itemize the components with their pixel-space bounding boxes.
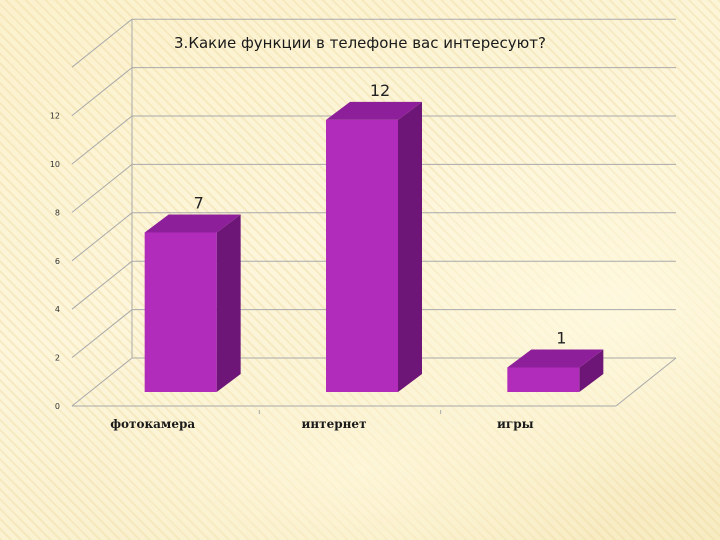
data-label: 7 <box>194 193 204 212</box>
y-tick-label: 6 <box>55 257 60 266</box>
bar-игры <box>507 349 604 392</box>
bar-top <box>144 214 241 233</box>
gridline-side <box>71 212 133 262</box>
y-tick-label: 12 <box>50 112 60 121</box>
gridline-side <box>71 18 133 68</box>
bar-side <box>579 349 604 392</box>
data-label: 12 <box>370 81 390 100</box>
x-category-label: игры <box>497 417 534 431</box>
y-tick-label: 10 <box>50 160 60 169</box>
gridline-side <box>71 115 133 165</box>
chart-bars <box>144 101 604 392</box>
gridline-side <box>71 67 133 116</box>
bar-интернет <box>326 101 422 392</box>
data-label: 1 <box>556 328 566 347</box>
bar-side <box>398 101 422 392</box>
bar-top <box>326 101 422 120</box>
chart-title: 3.Какие функции в телефоне вас интересую… <box>174 34 546 52</box>
gridline-side <box>71 357 133 407</box>
bar-top <box>507 349 604 368</box>
x-category-label: интернет <box>302 417 367 431</box>
y-tick-label: 0 <box>55 402 60 411</box>
floor-right-edge <box>615 357 677 407</box>
y-axis-ticks: 0 2 4 6 8 10 12 <box>50 112 60 411</box>
gridline-side <box>71 260 133 310</box>
y-tick-label: 2 <box>55 354 60 363</box>
bar-фотокамера <box>144 214 241 392</box>
data-labels: 7 12 1 <box>194 81 567 348</box>
gridline-side <box>71 309 133 358</box>
bar-front <box>507 367 580 392</box>
y-tick-label: 8 <box>55 208 60 217</box>
x-category-label: фотокамера <box>110 417 195 431</box>
bar-side <box>216 214 241 392</box>
y-tick-label: 4 <box>55 305 60 314</box>
bar-front <box>144 232 217 392</box>
x-axis-categories: фотокамера интернет игры <box>110 417 533 431</box>
gridline-side <box>71 164 133 213</box>
bar-front <box>326 119 398 392</box>
